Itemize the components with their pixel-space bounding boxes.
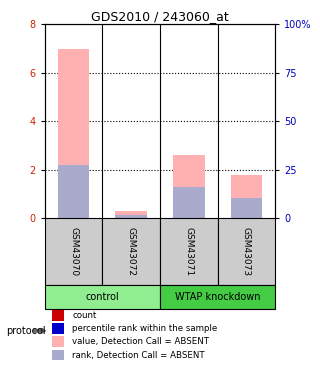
Bar <box>45 285 160 309</box>
Bar <box>160 285 275 309</box>
Bar <box>230 198 262 218</box>
Bar <box>230 175 262 218</box>
Text: percentile rank within the sample: percentile rank within the sample <box>72 324 218 333</box>
Bar <box>52 310 64 321</box>
Text: count: count <box>72 311 97 320</box>
Text: GSM43071: GSM43071 <box>184 227 193 276</box>
Text: GSM43070: GSM43070 <box>69 227 78 276</box>
Bar <box>160 218 218 285</box>
Bar <box>52 323 64 334</box>
Bar <box>115 215 147 218</box>
Text: GSM43073: GSM43073 <box>242 227 251 276</box>
Bar <box>218 218 275 285</box>
Bar <box>52 350 64 360</box>
Bar <box>173 187 205 218</box>
Text: rank, Detection Call = ABSENT: rank, Detection Call = ABSENT <box>72 351 205 360</box>
Bar <box>58 165 90 218</box>
Text: control: control <box>85 292 119 302</box>
Text: protocol: protocol <box>6 326 46 336</box>
Text: GSM43072: GSM43072 <box>127 227 136 276</box>
Bar <box>115 211 147 218</box>
Bar <box>58 49 90 218</box>
Bar <box>45 218 102 285</box>
Bar <box>173 155 205 218</box>
Text: value, Detection Call = ABSENT: value, Detection Call = ABSENT <box>72 338 210 346</box>
Title: GDS2010 / 243060_at: GDS2010 / 243060_at <box>91 10 229 23</box>
Bar <box>102 218 160 285</box>
Text: WTAP knockdown: WTAP knockdown <box>175 292 260 302</box>
Bar <box>52 336 64 347</box>
